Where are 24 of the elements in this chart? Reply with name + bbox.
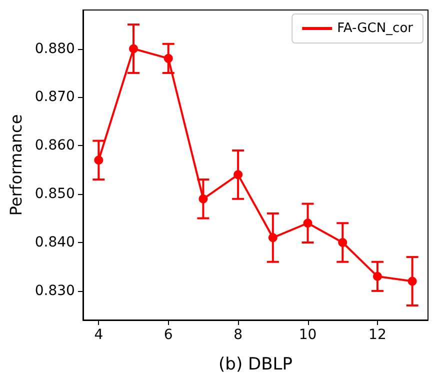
y-tick-label: 0.850: [34, 186, 75, 202]
point: [129, 44, 138, 54]
point: [94, 156, 104, 165]
point: [164, 54, 173, 63]
point: [234, 170, 243, 180]
point: [372, 272, 382, 281]
x-tick-label: 6: [164, 327, 173, 343]
point: [303, 218, 312, 228]
y-tick-label: 0.880: [34, 40, 75, 57]
y-tick-label: 0.840: [34, 234, 75, 250]
point: [408, 276, 417, 286]
point: [198, 194, 208, 204]
x-axis-title: (b) DBLP: [218, 354, 292, 374]
point: [338, 238, 348, 247]
y-tick-label: 0.830: [34, 282, 75, 299]
x-tick-label: 10: [298, 327, 317, 343]
y-tick-label: 0.860: [34, 138, 75, 154]
point: [268, 233, 278, 242]
y-axis-title: Performance: [6, 114, 26, 216]
x-tick-label: 4: [94, 327, 104, 343]
y-tick-label: 0.870: [34, 89, 75, 106]
legend-label: FA-GCN_cor: [337, 21, 414, 36]
x-tick-label: 8: [234, 327, 243, 343]
x-tick-label: 12: [368, 327, 386, 343]
